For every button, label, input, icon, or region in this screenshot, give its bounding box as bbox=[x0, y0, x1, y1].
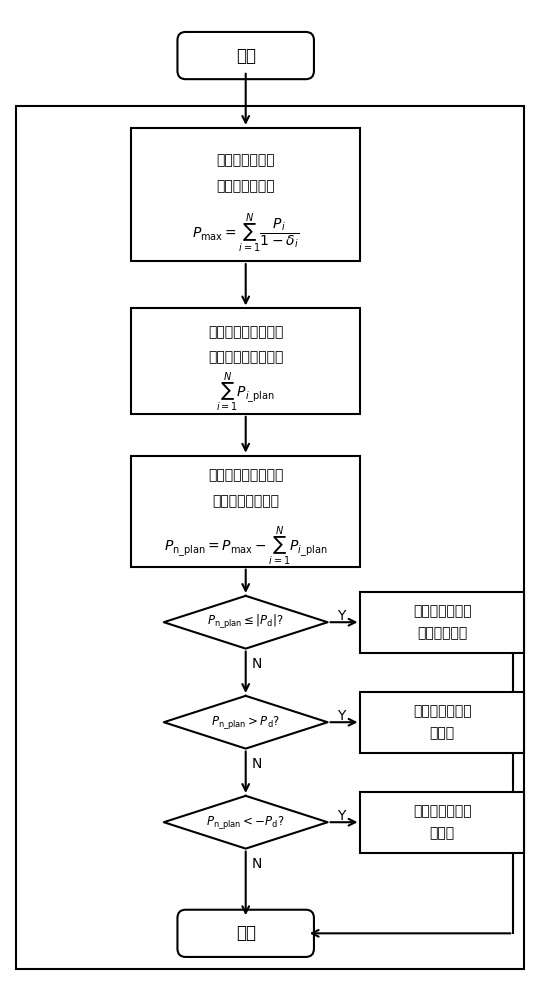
FancyBboxPatch shape bbox=[177, 32, 314, 79]
Text: Y: Y bbox=[337, 709, 346, 723]
Text: Y: Y bbox=[337, 609, 346, 623]
Text: 大光伏发电出力: 大光伏发电出力 bbox=[216, 179, 275, 193]
Text: Y: Y bbox=[337, 809, 346, 823]
Text: $P_{\mathrm{n\_plan}}<-P_{\mathrm{d}}$?: $P_{\mathrm{n\_plan}}<-P_{\mathrm{d}}$? bbox=[206, 814, 285, 831]
Polygon shape bbox=[164, 796, 328, 849]
Text: 发电计划出力总量: 发电计划出力总量 bbox=[212, 494, 279, 508]
Bar bbox=[360, 592, 524, 653]
Text: $\sum_{i=1}^{N}P_{i\_\mathrm{plan}}$: $\sum_{i=1}^{N}P_{i\_\mathrm{plan}}$ bbox=[216, 370, 275, 414]
Text: 计算需要调整的光伏: 计算需要调整的光伏 bbox=[208, 468, 283, 482]
Text: 力计划: 力计划 bbox=[430, 726, 455, 740]
Polygon shape bbox=[164, 596, 328, 649]
Text: 增加光伏电站出: 增加光伏电站出 bbox=[413, 704, 472, 718]
Text: 结束: 结束 bbox=[236, 924, 256, 942]
Text: 计算电网允许最: 计算电网允许最 bbox=[216, 153, 275, 167]
Bar bbox=[131, 128, 360, 261]
Text: 计算所有光伏电站期: 计算所有光伏电站期 bbox=[208, 325, 283, 339]
Text: N: N bbox=[251, 757, 262, 771]
FancyBboxPatch shape bbox=[177, 910, 314, 957]
Bar bbox=[360, 692, 524, 753]
Text: 望出力与计划值之和: 望出力与计划值之和 bbox=[208, 350, 283, 364]
Text: $P_{\mathrm{max}}=\sum_{i=1}^{N}\dfrac{P_i}{1-\delta_i}$: $P_{\mathrm{max}}=\sum_{i=1}^{N}\dfrac{P… bbox=[192, 211, 299, 255]
Text: $P_{\mathrm{n\_plan}}\leq|P_{\mathrm{d}}|$?: $P_{\mathrm{n\_plan}}\leq|P_{\mathrm{d}}… bbox=[207, 613, 284, 631]
Text: 减少光伏电站出: 减少光伏电站出 bbox=[413, 804, 472, 818]
Bar bbox=[16, 106, 524, 969]
Text: N: N bbox=[251, 657, 262, 671]
Text: 开始: 开始 bbox=[236, 47, 256, 65]
Bar bbox=[131, 308, 360, 414]
Bar bbox=[131, 456, 360, 567]
Text: $P_{\mathrm{n\_plan}}=P_{\mathrm{max}}-\sum_{i=1}^{N}P_{i\_\mathrm{plan}}$: $P_{\mathrm{n\_plan}}=P_{\mathrm{max}}-\… bbox=[164, 524, 328, 568]
Polygon shape bbox=[164, 696, 328, 749]
Text: $P_{\mathrm{n\_plan}}>P_{\mathrm{d}}$?: $P_{\mathrm{n\_plan}}>P_{\mathrm{d}}$? bbox=[211, 714, 280, 731]
Text: 不需要调整光伏: 不需要调整光伏 bbox=[413, 604, 472, 618]
Text: 力计划: 力计划 bbox=[430, 826, 455, 840]
Text: N: N bbox=[251, 857, 262, 871]
Text: 电站出力计划: 电站出力计划 bbox=[417, 626, 467, 640]
Bar bbox=[360, 792, 524, 853]
